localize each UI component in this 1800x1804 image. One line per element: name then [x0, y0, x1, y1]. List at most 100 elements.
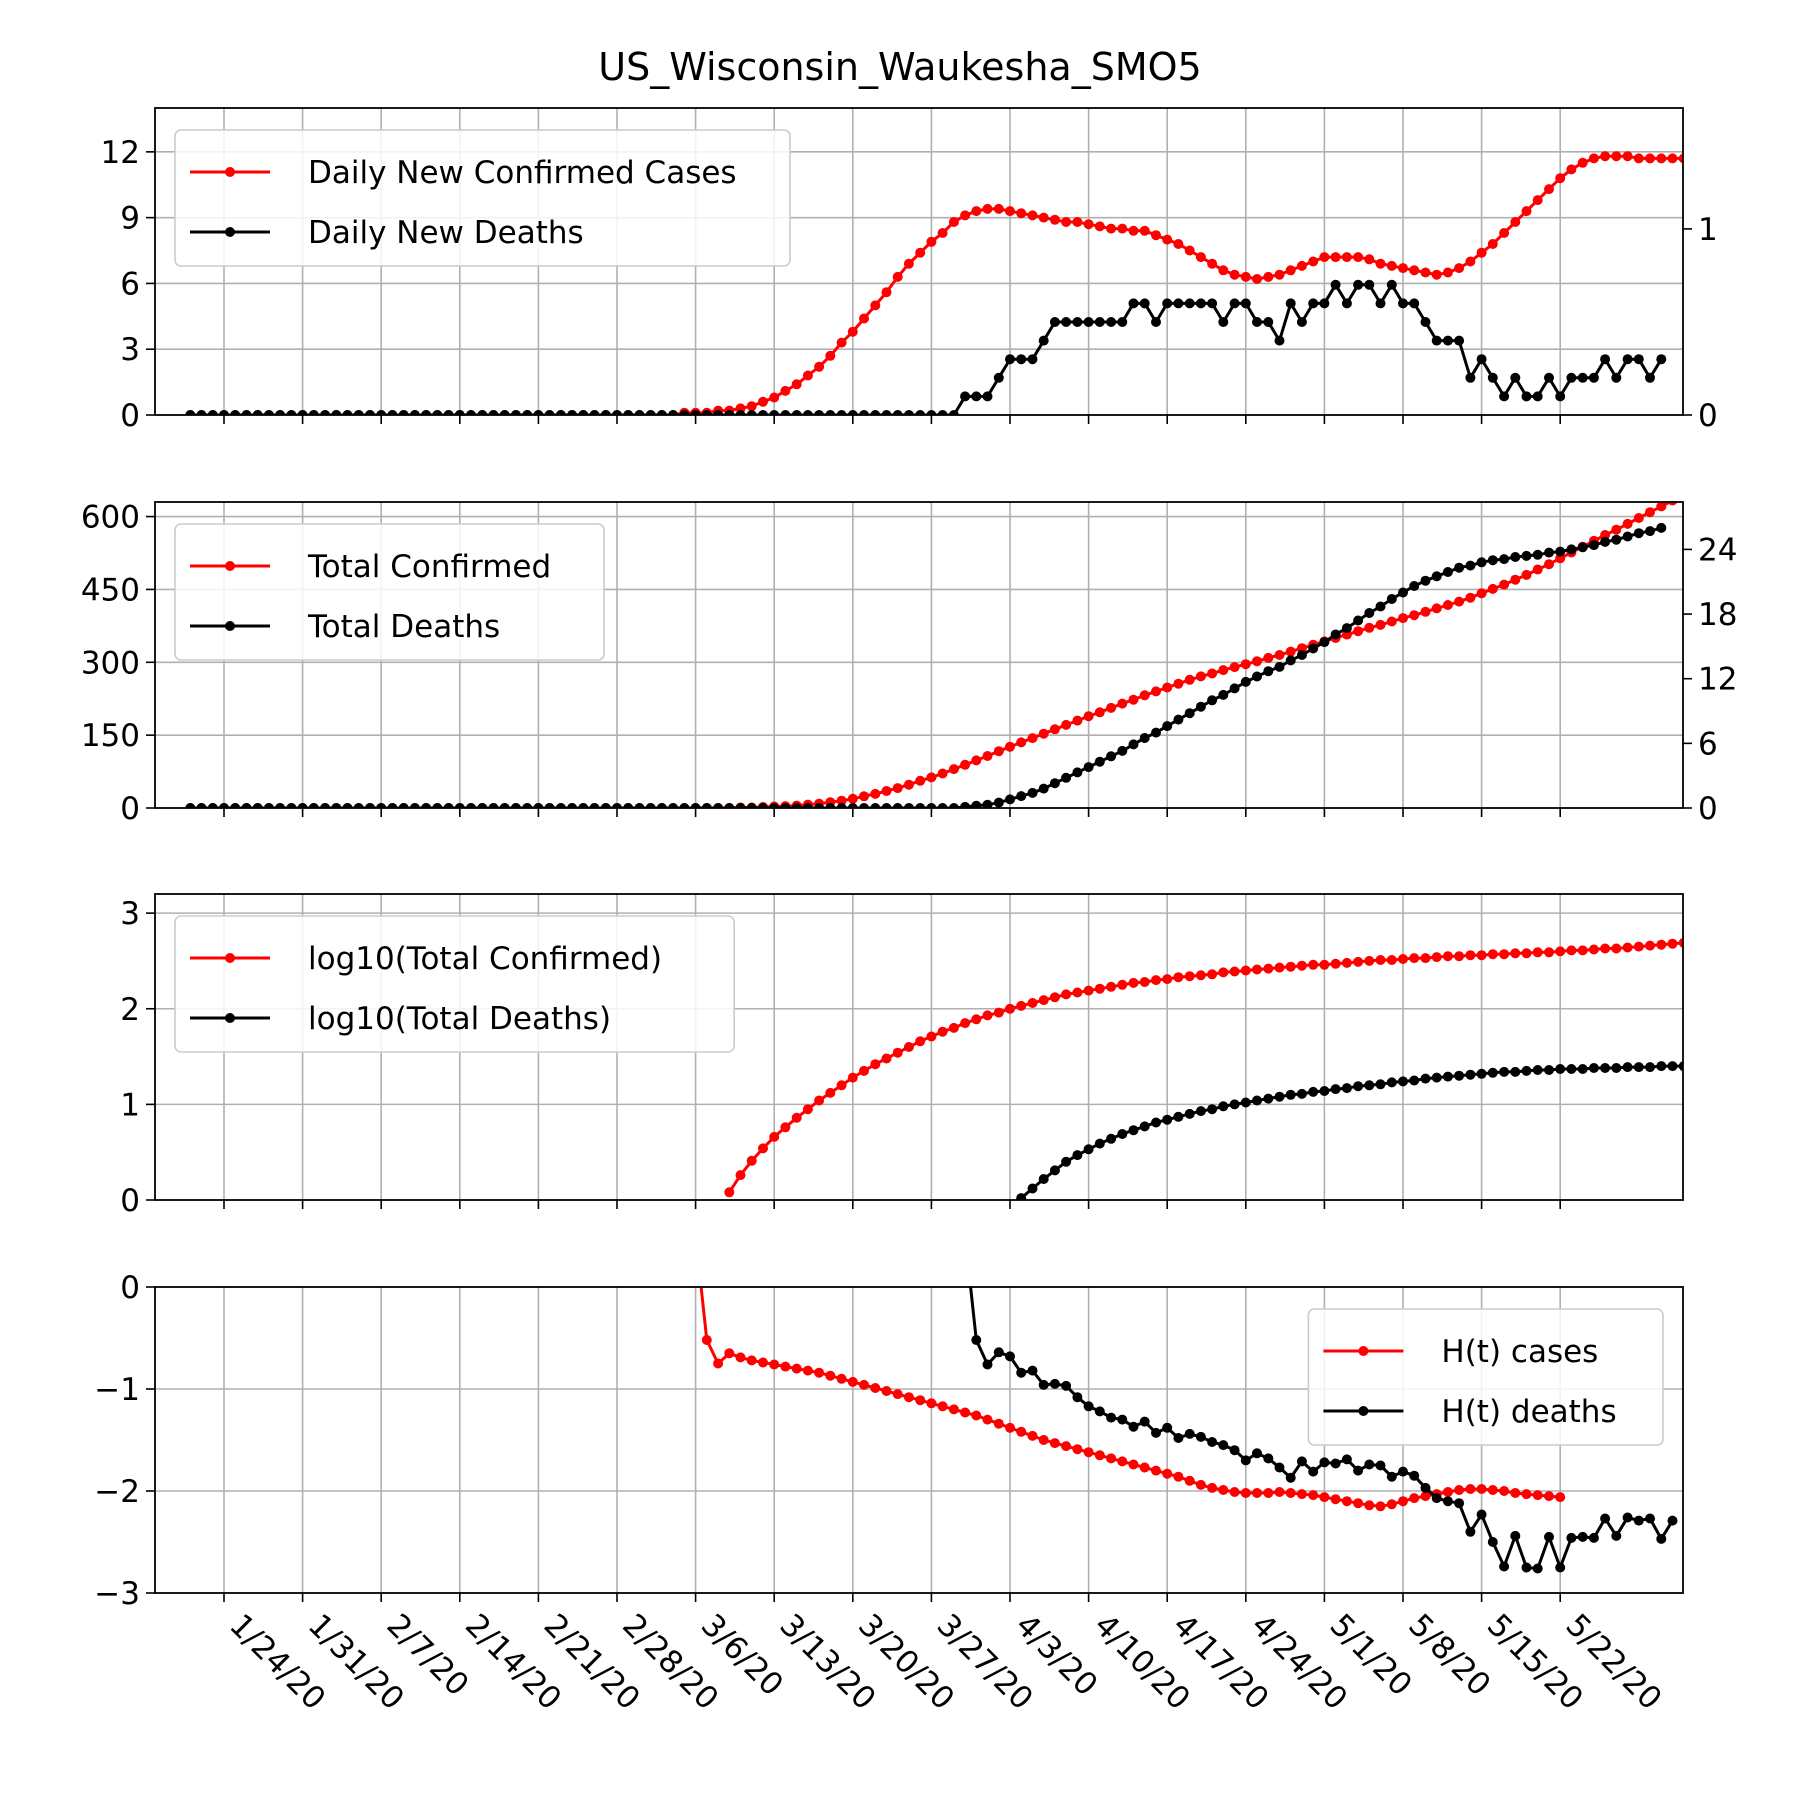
data-point [1252, 656, 1262, 667]
data-point [1016, 1367, 1027, 1378]
data-point [746, 1355, 757, 1366]
data-point [1600, 943, 1611, 954]
y-tick-label: 2 [120, 992, 140, 1028]
data-point [724, 1348, 735, 1359]
data-point [1622, 518, 1633, 529]
data-point [1487, 239, 1498, 249]
data-point [1442, 1071, 1453, 1082]
data-point [1049, 778, 1060, 789]
data-point [1296, 1088, 1307, 1099]
data-point [1330, 252, 1341, 263]
data-point [1106, 317, 1117, 327]
data-point [1117, 317, 1128, 327]
data-point [432, 803, 443, 808]
data-point [1544, 184, 1554, 195]
chart-title: US_Wisconsin_Waukesha_SMO5 [598, 45, 1201, 89]
data-point [1285, 655, 1296, 666]
data-point [275, 410, 286, 415]
data-point [825, 350, 836, 361]
data-point [1409, 1493, 1420, 1504]
data-point [634, 410, 645, 415]
data-point [1330, 629, 1341, 640]
data-point [1263, 652, 1274, 663]
data-point [1588, 1532, 1599, 1543]
data-point [1420, 267, 1431, 278]
y-tick-label: 3 [120, 896, 140, 932]
data-point [847, 410, 858, 415]
data-point [1544, 1065, 1554, 1075]
data-point [510, 803, 521, 808]
data-point [286, 410, 297, 415]
legend-marker [225, 1013, 235, 1023]
data-point [387, 410, 398, 415]
data-point [713, 1358, 724, 1369]
data-point [1184, 708, 1195, 719]
data-point [1398, 1076, 1408, 1087]
data-point [1083, 219, 1094, 230]
data-point [915, 1395, 926, 1406]
data-point [1027, 1430, 1038, 1441]
data-point [1431, 1072, 1442, 1083]
data-point [814, 1367, 825, 1378]
data-point [1454, 1070, 1465, 1081]
data-point [1532, 564, 1543, 575]
data-point [769, 1359, 780, 1370]
data-point [1162, 298, 1173, 309]
data-point [690, 803, 701, 808]
data-point [1701, 936, 1711, 946]
y-tick-label: 12 [101, 135, 140, 171]
data-point [1139, 733, 1150, 743]
data-point [1442, 1487, 1453, 1497]
data-point [1072, 217, 1083, 227]
data-point [1499, 949, 1510, 960]
data-point [1409, 610, 1420, 621]
data-point [1341, 1496, 1352, 1507]
data-point [1600, 1063, 1611, 1073]
data-point [802, 410, 813, 415]
legend-marker [225, 953, 235, 963]
data-point [185, 803, 196, 808]
data-point [1409, 581, 1420, 591]
data-point [1420, 953, 1431, 964]
data-point [1364, 254, 1375, 265]
data-point [1645, 526, 1655, 537]
data-point [1319, 298, 1330, 309]
data-point [1319, 959, 1330, 970]
data-point [1207, 298, 1218, 309]
data-point [488, 803, 499, 808]
data-point [758, 1357, 768, 1368]
data-point [780, 410, 791, 415]
data-point [1308, 256, 1319, 267]
data-point [398, 410, 409, 415]
data-point [1398, 613, 1408, 624]
data-point [1083, 317, 1094, 327]
data-point [836, 1080, 847, 1091]
data-point [1420, 1491, 1431, 1502]
data-point [443, 410, 454, 415]
data-point [892, 410, 903, 415]
data-point [421, 410, 432, 415]
data-point [1386, 616, 1397, 627]
data-point [758, 1143, 768, 1154]
legend-marker [225, 621, 235, 631]
data-point [769, 1131, 780, 1142]
data-point [1061, 217, 1072, 227]
data-point [903, 1392, 914, 1403]
data-point [758, 410, 768, 415]
data-point [1027, 210, 1038, 221]
data-point [1252, 274, 1262, 284]
data-point [993, 203, 1004, 214]
data-point [409, 410, 420, 415]
data-point [1622, 1062, 1633, 1073]
data-point [1645, 1513, 1655, 1524]
legend-entry: Total Deaths [190, 609, 500, 645]
data-point [1409, 1470, 1420, 1481]
data-point [903, 779, 914, 790]
legend-label: Total Deaths [307, 609, 500, 645]
data-point [1588, 944, 1599, 955]
data-point [1566, 1532, 1577, 1543]
data-point [1442, 567, 1453, 577]
data-point [1162, 1114, 1173, 1125]
y2-tick-label: 0 [1698, 791, 1718, 827]
